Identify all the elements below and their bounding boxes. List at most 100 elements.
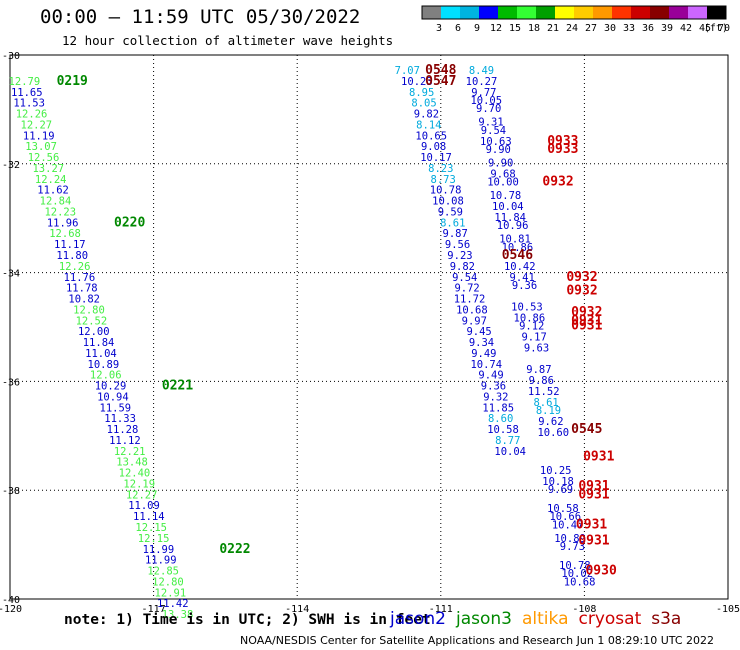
chart-title: 00:00 – 11:59 UTC 05/30/2022 [40,6,361,28]
colorbar-swatch [422,6,441,19]
colorbar-swatch [650,6,669,19]
wave-height-label: 11.53 [13,98,45,110]
wave-height-label: 9.32 [483,391,508,403]
wave-height-label: 12.56 [28,152,60,164]
wave-height-label: 10.86 [502,242,534,254]
wave-height-label: 9.54 [452,272,477,284]
wave-height-label: 12.80 [73,304,105,316]
wave-height-label: 11.52 [528,386,560,398]
y-tick-label: -36 [2,377,20,388]
wave-height-label: 12.91 [155,587,187,599]
wave-height-label: 9.70 [476,103,501,115]
colorbar-swatch [517,6,536,19]
colorbar-label: 30 [604,23,616,34]
wave-height-label: 11.84 [83,337,115,349]
pass-time-label: 0931 [571,319,602,334]
pass-time-label: 0931 [578,479,609,494]
wave-height-label: 9.41 [510,272,535,284]
pass-time-label: 0222 [219,542,250,557]
colorbar-swatch [612,6,631,19]
wave-height-label: 10.78 [559,560,591,572]
wave-height-label: 10.25 [540,465,572,477]
x-tick-label: -114 [285,604,309,615]
wave-height-label: 9.77 [471,87,496,99]
wave-height-label: 12.26 [16,109,48,121]
wave-height-label: 10.78 [430,185,462,197]
wave-height-label: 10.58 [547,503,579,515]
wave-height-label: 11.85 [482,402,514,414]
pass-time-label: 0933 [547,142,578,157]
y-tick-label: -34 [2,269,20,280]
wave-height-label: 8.73 [431,174,456,186]
wave-height-label: 10.18 [542,476,574,488]
wave-height-label: 8.49 [469,65,494,77]
pass-time-label: 0931 [578,487,609,502]
colorbar-label: 27 [585,23,597,34]
wave-height-label: 11.12 [109,435,141,447]
wave-height-label: 11.84 [494,212,526,224]
wave-height-label: 13.27 [32,163,64,175]
wave-height-label: 10.68 [456,304,488,316]
colorbar-label: 45 [699,23,711,34]
pass-time-label: 0931 [571,313,602,328]
wave-height-label: 11.42 [157,598,189,610]
wave-height-label: 8.95 [409,87,434,99]
wave-height-label: 12.26 [59,261,91,273]
wave-height-label: 10.29 [95,381,127,393]
axis-ticks: -120 -117 -114 -111 -108 -105 -30 -32 -34 -36 -38 -… [0,51,740,615]
wave-height-label: 10.96 [497,220,529,232]
wave-height-label: 11.14 [133,511,165,523]
wave-height-label: 11.96 [47,217,79,229]
wave-height-label: 12.24 [35,174,67,186]
wave-height-label: 13.07 [25,141,57,153]
wave-height-label: 10.63 [480,136,512,148]
wave-height-label: 9.08 [421,141,446,153]
wave-height-label: 8.05 [411,98,436,110]
wave-height-label: 12.52 [76,315,108,327]
wave-height-label: 10.00 [487,177,519,189]
wave-height-label: 9.17 [521,332,546,344]
wave-height-label: 7.07 [395,65,420,77]
colorbar-label: 12 [490,23,502,34]
wave-height-label: 10.17 [420,152,452,164]
pass-time-label: 0931 [576,517,607,532]
wave-height-label: 8.19 [536,405,561,417]
colorbar-label: 42 [680,23,692,34]
wave-height-label: 11.19 [23,130,55,142]
wave-height-label: 10.04 [494,446,526,458]
colorbar-label: 15 [509,23,521,34]
wave-height-label: 9.86 [529,375,554,387]
colorbar-swatch [555,6,574,19]
colorbar-swatch [669,6,688,19]
wave-height-label: 11.09 [128,500,160,512]
colorbar-label: 36 [642,23,654,34]
x-tick-label: -120 [0,604,22,615]
wave-height-label: 8.23 [428,163,453,175]
wave-height-label: 10.47 [552,519,584,531]
pass-time-label: 0545 [571,422,602,437]
wave-height-label: 9.23 [447,250,472,262]
legend-s3a: s3a [651,609,682,629]
wave-height-label: 12.40 [119,468,151,480]
wave-height-label: 11.80 [56,250,88,262]
wave-height-label: 10.94 [97,391,129,403]
wave-height-label: 12.06 [90,370,122,382]
wave-height-label: 11.28 [107,424,139,436]
colorbar-label: 21 [547,23,559,34]
wave-height-label: 8.61 [440,217,465,229]
wave-height-label: 9.87 [526,364,551,376]
wave-height-label: 9.63 [524,342,549,354]
wave-height-label: 11.78 [66,283,98,295]
wave-height-label: 10.74 [470,359,502,371]
wave-height-label: 9.72 [454,283,479,295]
wave-height-label: 12.27 [126,489,158,501]
pass-time-label: 0546 [502,248,533,263]
wave-height-label: 11.59 [100,402,132,414]
wave-height-label: 9.90 [486,144,511,156]
pass-time-label: 0933 [547,134,578,149]
y-tick-label: -40 [2,595,20,606]
wave-height-label: 12.84 [40,196,72,208]
credit-line: NOAA/NESDIS Center for Satellite Applica… [240,634,715,647]
pass-time-label: 0932 [566,283,597,298]
